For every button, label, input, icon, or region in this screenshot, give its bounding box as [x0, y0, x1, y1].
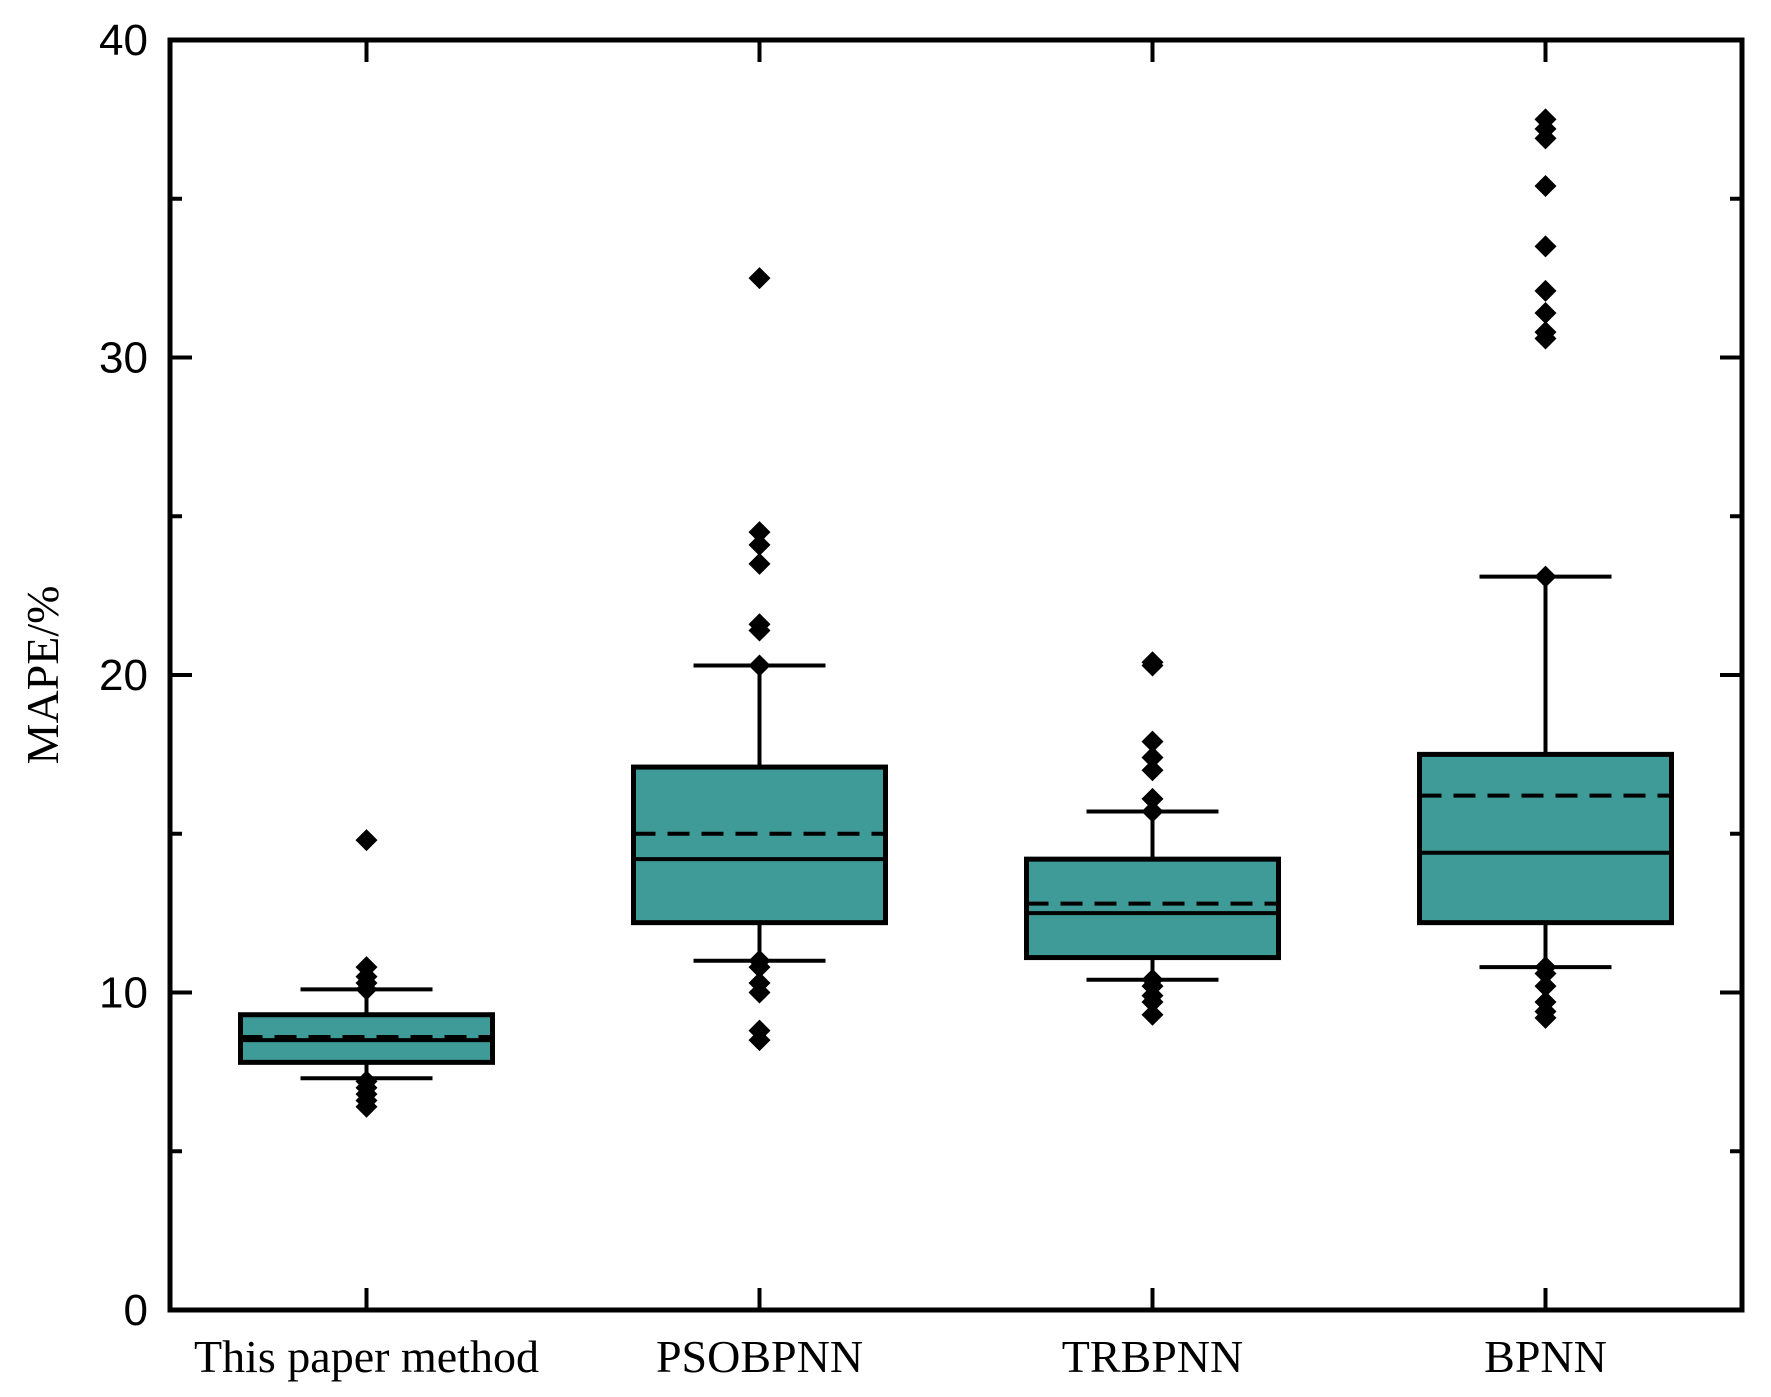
outlier-point	[1534, 321, 1557, 344]
x-category-label: TRBPNN	[1062, 1331, 1243, 1382]
outlier-point	[1534, 175, 1557, 198]
outlier-point	[1534, 956, 1557, 979]
iqr-box	[631, 764, 888, 926]
outlier-point	[355, 1070, 378, 1093]
outlier-point	[748, 533, 771, 556]
outlier-points	[355, 108, 1557, 1118]
plot-area-frame	[167, 37, 1745, 1313]
outlier-point	[1534, 975, 1557, 998]
outlier-point	[748, 552, 771, 575]
outlier-point	[355, 829, 378, 852]
x-category-label: BPNN	[1484, 1331, 1607, 1382]
box-group	[1417, 574, 1674, 970]
y-tick-label: 10	[99, 969, 148, 1018]
y-tick-label: 40	[99, 16, 148, 65]
outlier-point	[748, 267, 771, 290]
outlier-point	[1534, 108, 1557, 131]
outlier-point	[1141, 1003, 1164, 1026]
outlier-point	[1141, 651, 1164, 674]
box-group	[631, 663, 888, 963]
outlier-point	[1141, 968, 1164, 991]
outlier-point	[1534, 565, 1557, 588]
axis-ticks	[170, 38, 1742, 1312]
outlier-point	[1534, 279, 1557, 302]
outlier-point	[1141, 746, 1164, 769]
iqr-box	[1417, 751, 1674, 926]
outlier-point	[748, 613, 771, 636]
outlier-point	[1534, 991, 1557, 1014]
outlier-point	[1141, 800, 1164, 823]
box-series	[238, 574, 1674, 1081]
outlier-point	[1141, 730, 1164, 753]
outlier-point	[1141, 759, 1164, 782]
box-group	[1024, 809, 1281, 982]
outlier-point	[1141, 787, 1164, 810]
outlier-point	[748, 949, 771, 972]
outlier-point	[748, 521, 771, 544]
y-tick-label: 0	[124, 1286, 148, 1335]
outlier-point	[1534, 235, 1557, 258]
y-tick-label: 20	[99, 651, 148, 700]
outlier-point	[355, 956, 378, 979]
outlier-point	[748, 654, 771, 677]
y-tick-label: 30	[99, 334, 148, 383]
x-category-label: PSOBPNN	[656, 1331, 863, 1382]
axis-labels: 0 10 20 30 40 This paper method PSOBPNN TRBPNN B…	[99, 16, 1607, 1382]
iqr-box	[1024, 856, 1281, 961]
outlier-point	[748, 1019, 771, 1042]
outlier-point	[1534, 302, 1557, 325]
x-category-label: This paper method	[194, 1331, 539, 1382]
box-group	[238, 987, 495, 1081]
y-axis-title: MAPE/%	[17, 586, 68, 765]
outlier-point	[748, 971, 771, 994]
